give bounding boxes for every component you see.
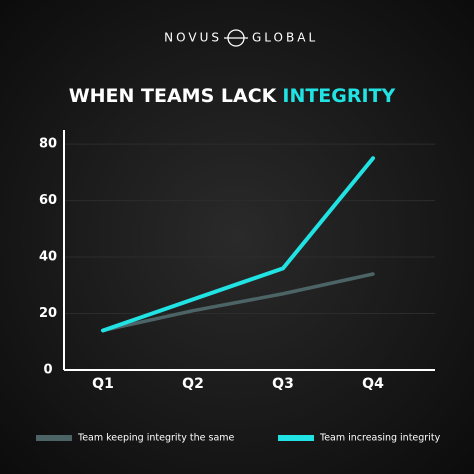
x-tick-label: Q1: [92, 376, 114, 392]
y-tick-label: 40: [39, 250, 57, 265]
title-highlight: INTEGRITY: [282, 85, 395, 107]
y-tick-label: 60: [39, 193, 57, 208]
line-series: [101, 156, 375, 333]
y-tick-label: 20: [39, 306, 57, 321]
brand-left: NOVUS: [164, 31, 222, 45]
x-tick-label: Q3: [272, 376, 294, 392]
legend-swatch: [278, 435, 314, 441]
legend-swatch: [36, 435, 72, 441]
brand-right: GLOBAL: [252, 31, 318, 45]
line-series: [101, 272, 375, 333]
legend-label: Team increasing integrity: [319, 433, 441, 444]
legend-label: Team keeping integrity the same: [77, 433, 235, 444]
title-main: WHEN TEAMS LACK: [69, 85, 278, 107]
x-tick-label: Q4: [362, 376, 384, 392]
y-tick-label: 80: [39, 137, 57, 152]
x-tick-label: Q2: [182, 376, 204, 392]
y-tick-label: 0: [43, 363, 52, 378]
chart-title: WHEN TEAMS LACK INTEGRITY: [69, 85, 396, 107]
